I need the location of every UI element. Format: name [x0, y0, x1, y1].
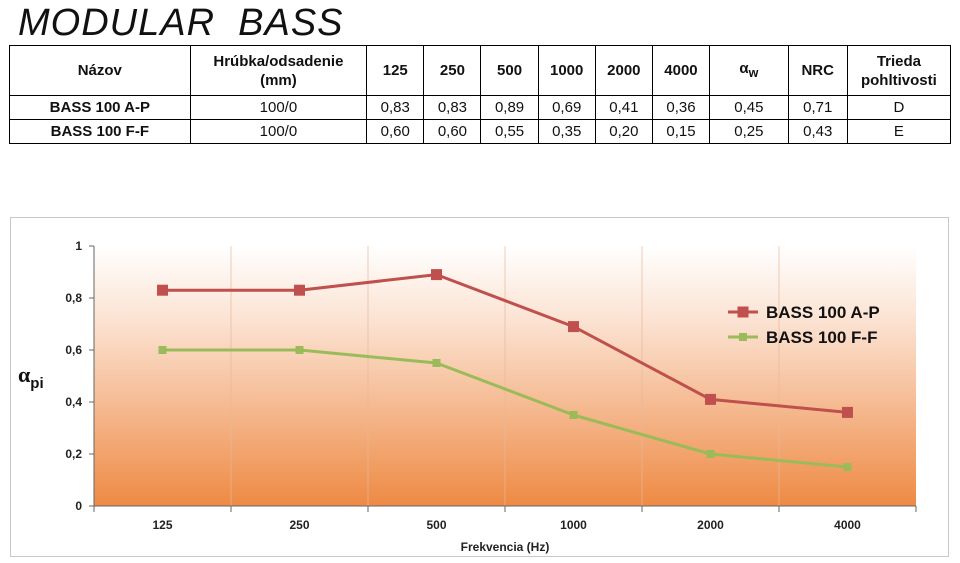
data-point: [158, 346, 167, 354]
series-2: [158, 346, 852, 471]
header-4000: 4000: [651, 45, 711, 96]
row-value-1000: 0,35: [537, 119, 596, 144]
y-axis-label-symbol: α: [18, 362, 31, 387]
row-nrc: 0,71: [787, 95, 848, 120]
row-class: D: [846, 95, 952, 120]
header-nrc: NRC: [787, 45, 848, 96]
page-title: MODULAR BASS: [18, 2, 344, 44]
data-point: [157, 284, 168, 296]
data-point: [432, 359, 441, 367]
row-value-4000: 0,15: [651, 119, 711, 144]
series-line: [162, 273, 848, 414]
legend-marker: [739, 333, 747, 341]
x-tick-label: 2000: [697, 518, 724, 532]
row-name: BASS 100 F-F: [9, 119, 191, 144]
row-value-4000: 0,36: [651, 95, 711, 120]
y-tick-label: 0,8: [65, 291, 82, 305]
row-value-125: 0,60: [366, 119, 425, 144]
x-tick-label: 125: [152, 518, 172, 532]
table-header-row: Názov Hrúbka/odsadenie (mm) 125 250 500 …: [9, 45, 952, 96]
row-value-125: 0,83: [366, 95, 425, 120]
data-point: [843, 463, 852, 471]
header-class: Trieda pohltivosti: [846, 45, 952, 96]
header-class-line1: Trieda: [876, 52, 921, 70]
x-axis-label: Frekvencia (Hz): [461, 540, 550, 554]
x-tick-label: 1000: [560, 518, 587, 532]
data-point: [295, 346, 304, 354]
data-point: [568, 321, 579, 333]
table-row: BASS 100 F-F 100/0 0,60 0,60 0,55 0,35 0…: [9, 119, 952, 144]
row-value-2000: 0,20: [594, 119, 653, 144]
data-point: [842, 406, 853, 418]
y-tick-label: 0,4: [65, 395, 82, 409]
y-tick-label: 1: [75, 239, 82, 253]
x-tick-label: 4000: [834, 518, 861, 532]
row-nrc: 0,43: [787, 119, 848, 144]
row-thickness: 100/0: [189, 119, 368, 144]
header-125: 125: [366, 45, 425, 96]
header-250: 250: [423, 45, 482, 96]
header-500: 500: [480, 45, 539, 96]
header-aw-sub: w: [748, 65, 759, 80]
row-value-500: 0,55: [480, 119, 539, 144]
series-line: [162, 348, 848, 469]
header-thickness-line1: Hrúbka/odsadenie: [213, 52, 344, 70]
row-aw: 0,45: [709, 95, 789, 120]
data-point: [294, 284, 305, 296]
header-aw: αw: [709, 45, 789, 96]
data-point: [706, 450, 715, 458]
header-2000: 2000: [594, 45, 653, 96]
data-point: [431, 269, 442, 281]
absorption-table: Názov Hrúbka/odsadenie (mm) 125 250 500 …: [9, 45, 952, 144]
x-tick-label: 250: [289, 518, 309, 532]
row-value-2000: 0,41: [594, 95, 653, 120]
row-value-250: 0,60: [423, 119, 482, 144]
legend-label: BASS 100 F-F: [766, 328, 877, 347]
chart-frame: [10, 217, 949, 557]
data-point: [569, 411, 578, 419]
header-aw-symbol: α: [739, 59, 749, 77]
legend-entry: BASS 100 A-P: [728, 303, 880, 322]
row-value-250: 0,83: [423, 95, 482, 120]
table-row: BASS 100 A-P 100/0 0,83 0,83 0,89 0,69 0…: [9, 95, 952, 120]
y-tick-label: 0: [75, 499, 82, 513]
header-name: Názov: [9, 45, 191, 96]
y-axis-label: αpi: [18, 362, 44, 392]
row-name: BASS 100 A-P: [9, 95, 191, 120]
series-1: [157, 269, 853, 418]
row-class: E: [846, 119, 952, 144]
row-value-500: 0,89: [480, 95, 539, 120]
header-class-line2: pohltivosti: [860, 71, 937, 89]
legend-marker: [737, 306, 749, 318]
absorption-line-chart: 0 0,2 0,4 0,6 0,8 1 125 250 500 1000 2000 4000 BAS…: [18, 239, 917, 554]
y-tick-label: 0,2: [65, 447, 82, 461]
row-aw: 0,25: [709, 119, 789, 144]
row-thickness: 100/0: [189, 95, 368, 120]
row-value-1000: 0,69: [537, 95, 596, 120]
header-thickness: Hrúbka/odsadenie (mm): [189, 45, 368, 96]
legend-entry: BASS 100 F-F: [728, 328, 877, 347]
legend-label: BASS 100 A-P: [766, 303, 880, 322]
x-tick-label: 500: [426, 518, 446, 532]
y-axis-label-sub: pi: [30, 375, 43, 392]
y-tick-label: 0,6: [65, 343, 82, 357]
header-1000: 1000: [537, 45, 596, 96]
data-point: [705, 393, 716, 405]
header-thickness-line2: (mm): [260, 71, 297, 89]
